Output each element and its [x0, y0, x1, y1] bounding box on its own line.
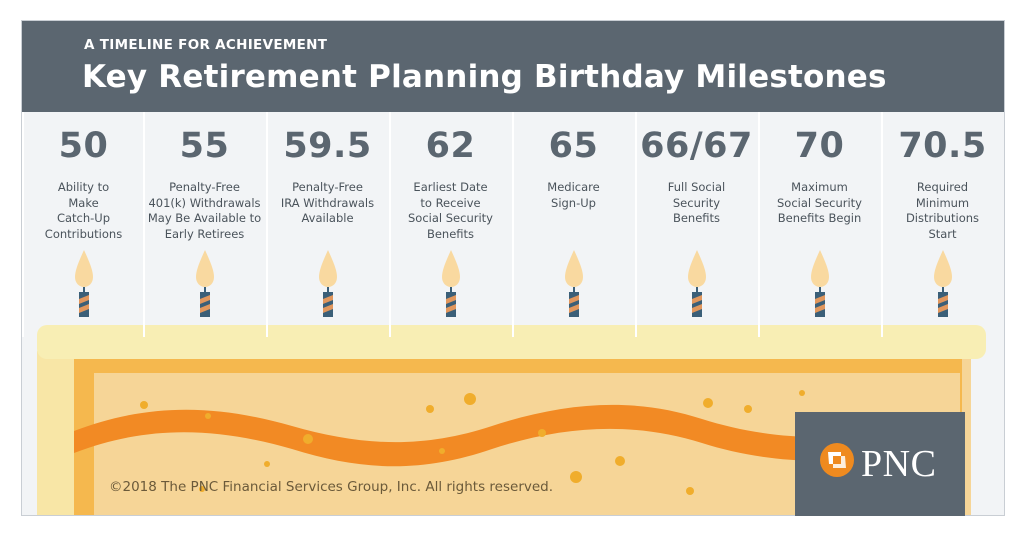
milestone-column: 70 Maximum Social Security Benefits Begi…	[758, 112, 879, 337]
milestone-column: 62 Earliest Date to Receive Social Secur…	[389, 112, 510, 337]
milestone-description: Earliest Date to Receive Social Security…	[408, 180, 493, 241]
pnc-logo-icon	[820, 443, 854, 477]
milestone-description: Maximum Social Security Benefits Begin	[777, 180, 862, 225]
cake-side	[37, 351, 74, 515]
candle-icon	[810, 250, 829, 317]
milestone-age: 59.5	[283, 126, 372, 166]
candle-icon	[318, 250, 337, 317]
milestone-column: 70.5 Required Minimum Distributions Star…	[881, 112, 1002, 337]
milestone-column: 65 Medicare Sign-Up	[512, 112, 633, 337]
page-title: Key Retirement Planning Birthday Milesto…	[82, 59, 887, 95]
milestone-description: Full Social Security Benefits	[667, 180, 726, 225]
milestone-age: 66/67	[640, 126, 753, 166]
milestone-column: 50 Ability to Make Catch-Up Contribution…	[22, 112, 143, 337]
milestone-description: Penalty-Free IRA Withdrawals Available	[280, 180, 375, 225]
milestone-age: 65	[548, 126, 599, 166]
milestone-description: Ability to Make Catch-Up Contributions	[44, 180, 123, 241]
milestone-age: 62	[425, 126, 476, 166]
kicker-text: A TIMELINE FOR ACHIEVEMENT	[84, 37, 328, 53]
milestone-description: Required Minimum Distributions Start	[905, 180, 980, 241]
cake-frosting	[37, 325, 986, 359]
candle-icon	[195, 250, 214, 317]
candle-icon	[933, 250, 952, 317]
milestone-column: 55 Penalty-Free 401(k) Withdrawals May B…	[143, 112, 264, 337]
candle-icon	[687, 250, 706, 317]
milestone-age: 70	[794, 126, 845, 166]
pnc-logo: PNC	[795, 412, 965, 516]
candle-icon	[74, 250, 93, 317]
milestone-description: Medicare Sign-Up	[547, 180, 600, 210]
candle-icon	[564, 250, 583, 317]
cake-ribbon	[74, 404, 962, 467]
milestone-age: 70.5	[898, 126, 987, 166]
milestone-description: Penalty-Free 401(k) Withdrawals May Be A…	[147, 180, 262, 241]
milestone-column: 59.5 Penalty-Free IRA Withdrawals Availa…	[266, 112, 387, 337]
milestone-age: 50	[58, 126, 109, 166]
header-banner: A TIMELINE FOR ACHIEVEMENT Key Retiremen…	[22, 21, 1004, 112]
cake-sprinkles	[140, 390, 805, 495]
milestone-age: 55	[179, 126, 230, 166]
copyright-text: ©2018 The PNC Financial Services Group, …	[109, 479, 554, 495]
pnc-logo-text: PNC	[861, 443, 937, 485]
milestone-column: 66/67 Full Social Security Benefits	[635, 112, 756, 337]
candle-icon	[441, 250, 460, 317]
